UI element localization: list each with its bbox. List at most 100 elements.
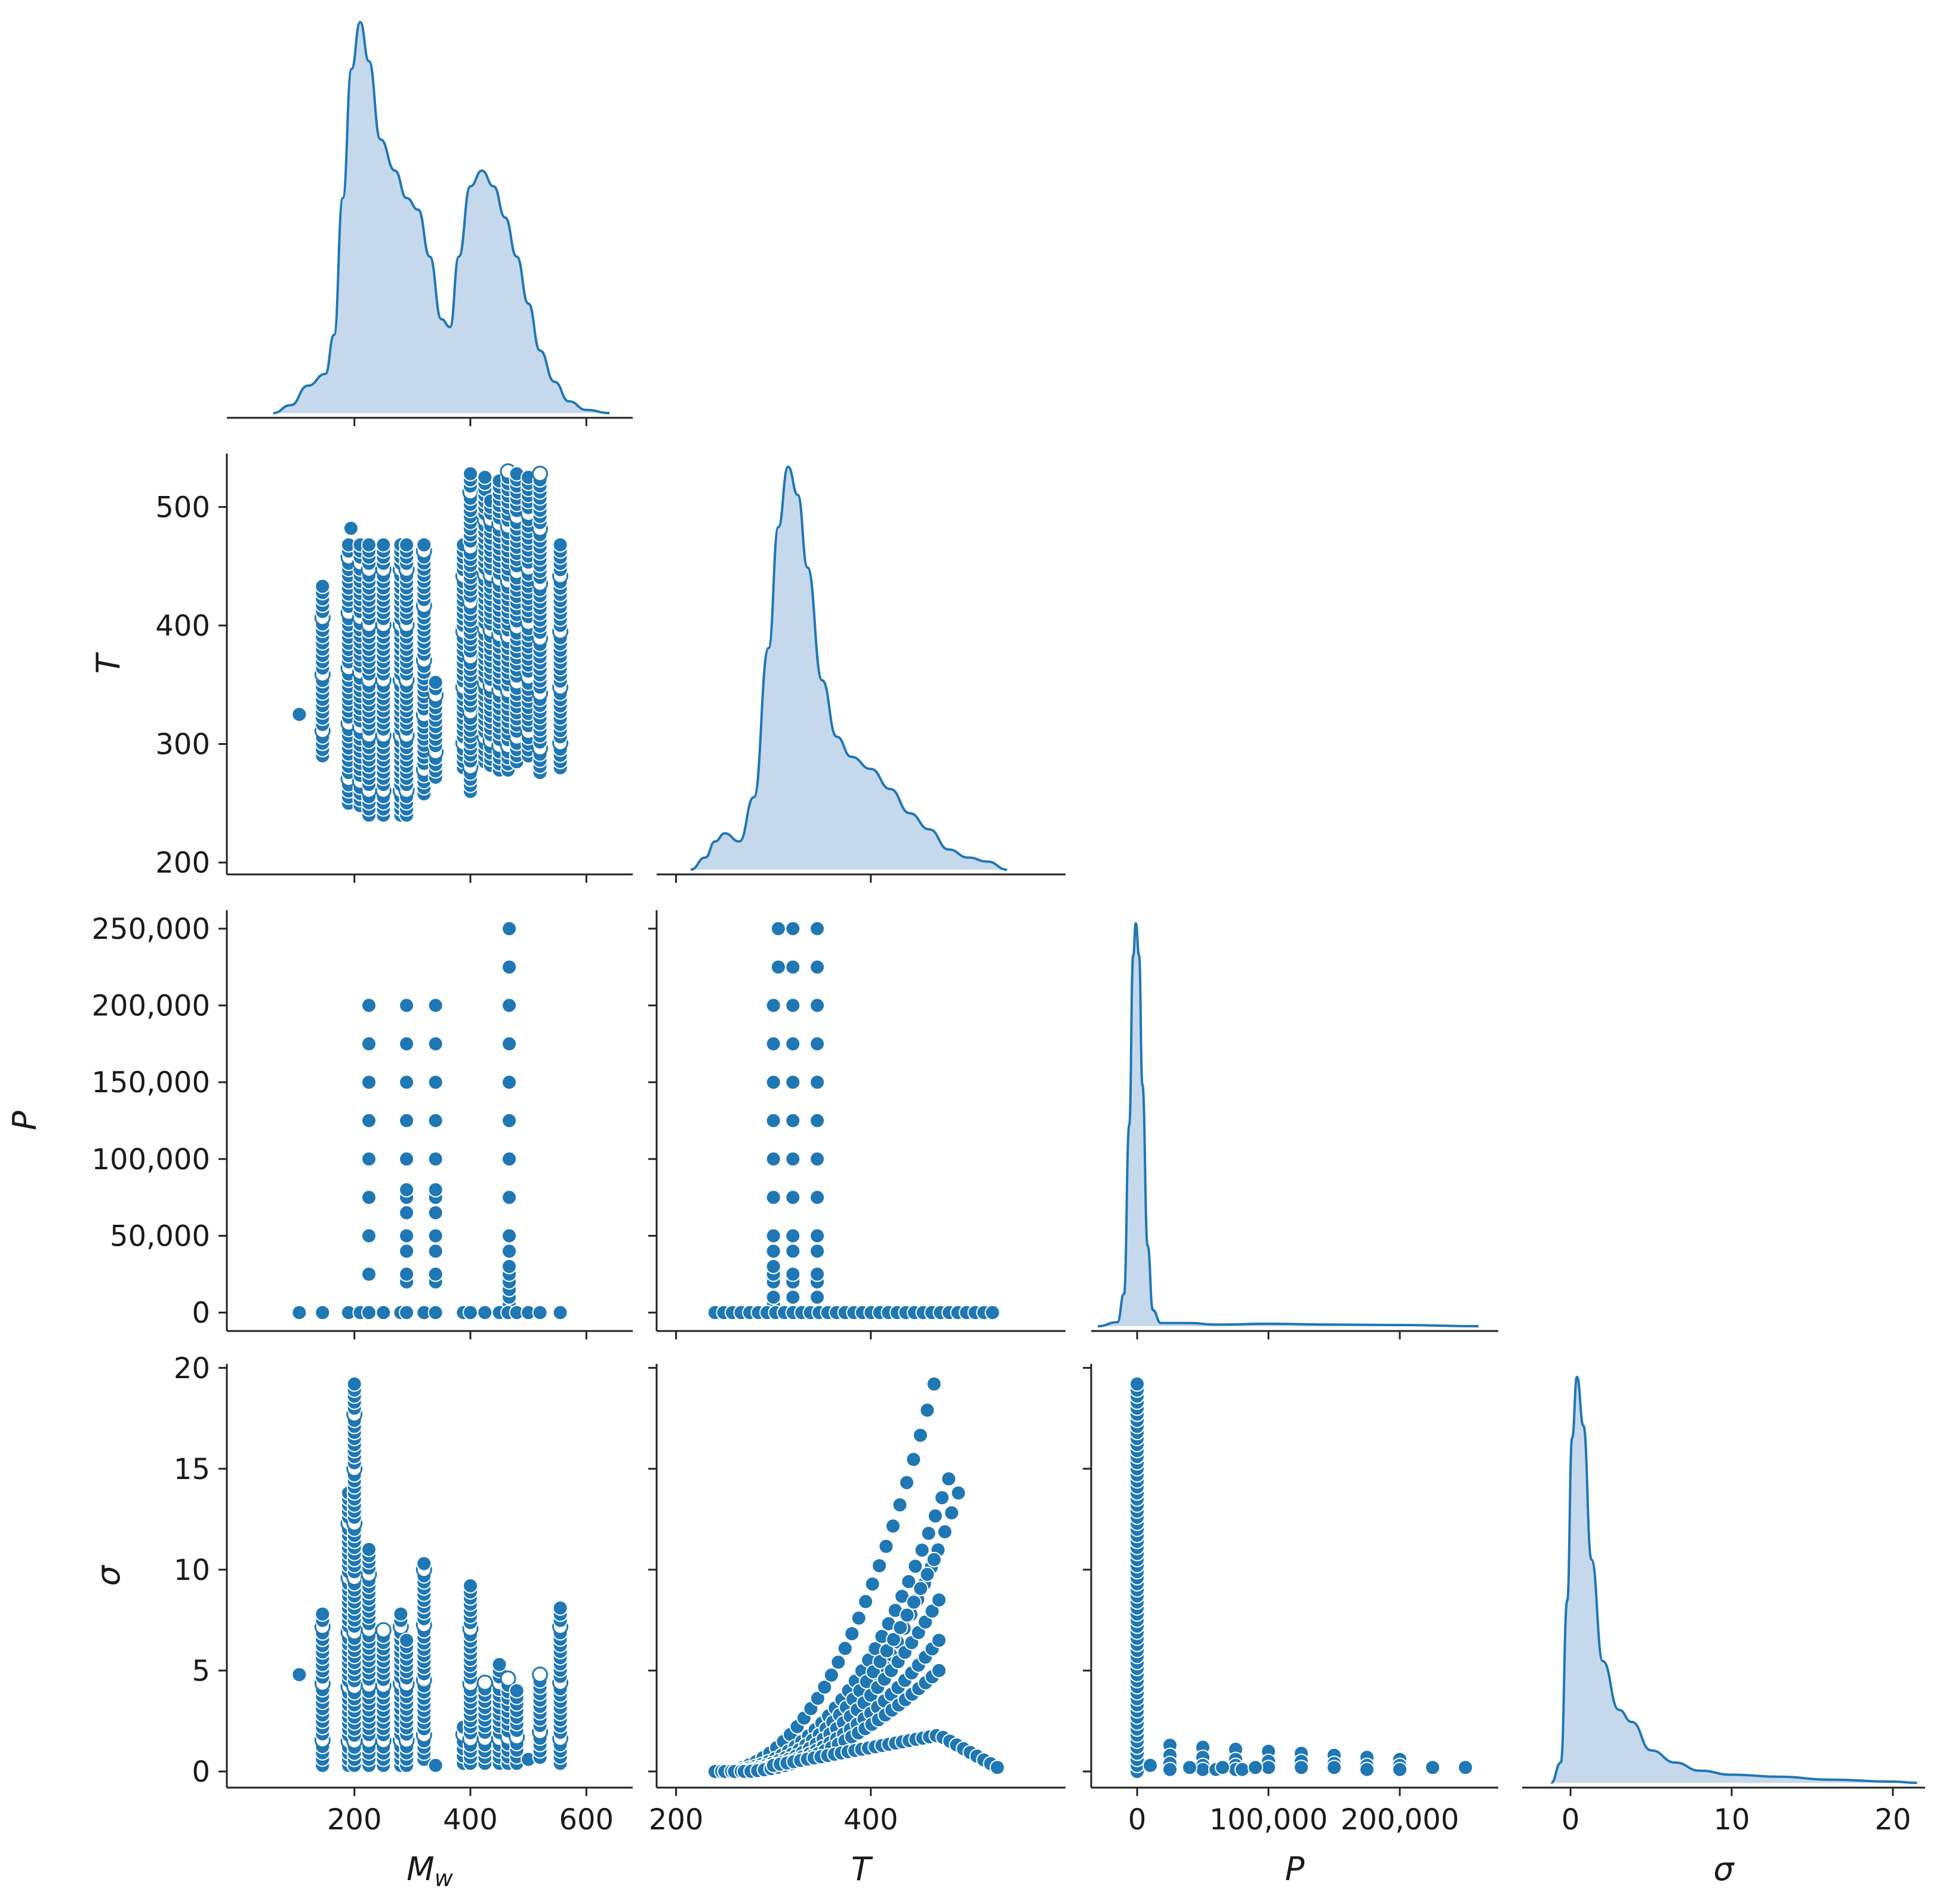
scatter-sigma-vs-mw-point — [399, 1632, 415, 1649]
scatter-sigma-vs-mw-ytick-label: 15 — [174, 1453, 210, 1486]
scatter-sigma-vs-mw-point — [491, 1656, 507, 1672]
scatter-p-vs-mw-ytick-label: 250,000 — [92, 913, 211, 946]
kde-p-line — [1097, 922, 1479, 1327]
scatter-sigma-vs-p-xlabel: P — [1285, 1850, 1305, 1888]
scatter-p-vs-mw-point — [399, 1036, 415, 1052]
scatter-sigma-vs-t-point — [937, 1524, 953, 1540]
scatter-p-vs-t-point — [809, 997, 826, 1013]
kde-sigma-xtick-label: 20 — [1874, 1803, 1911, 1837]
scatter-p-vs-t-point — [765, 1113, 781, 1129]
scatter-p-vs-mw-point — [501, 920, 518, 936]
scatter-p-vs-mw-point — [399, 1266, 415, 1282]
scatter-t-vs-mw-point — [427, 674, 444, 691]
scatter-p-vs-mw-point — [361, 1036, 377, 1052]
scatter-p-vs-mw-ytick-label: 50,000 — [110, 1219, 210, 1253]
scatter-p-vs-t-point — [809, 1113, 826, 1129]
scatter-sigma-vs-mw-xtick-label: 600 — [559, 1803, 614, 1837]
scatter-sigma-vs-t-point — [926, 1552, 942, 1567]
scatter-sigma-vs-mw-point — [476, 1674, 493, 1691]
scatter-sigma-vs-p-point — [1234, 1761, 1250, 1777]
scatter-p-vs-t-point — [809, 959, 826, 975]
scatter-p-vs-t-point — [765, 1289, 781, 1305]
scatter-p-vs-t-point — [770, 920, 786, 936]
scatter-t-vs-mw-ylabel: T — [90, 652, 127, 674]
scatter-sigma-vs-t-point — [944, 1505, 960, 1521]
scatter-p-vs-t-point — [785, 1289, 801, 1305]
scatter-p-vs-mw-point — [427, 1243, 444, 1259]
scatter-p-vs-mw-ytick-label: 150,000 — [92, 1066, 211, 1099]
scatter-sigma-vs-t-point — [892, 1497, 908, 1513]
scatter-p-vs-mw-point — [427, 1305, 444, 1321]
scatter-p-vs-mw-point — [501, 1113, 518, 1129]
scatter-sigma-vs-mw-point — [361, 1542, 377, 1557]
scatter-p-vs-mw-point — [399, 997, 415, 1013]
scatter-p-vs-mw-point — [501, 1258, 518, 1274]
scatter-sigma-vs-p-point — [1458, 1760, 1473, 1776]
scatter-p-vs-t-point — [809, 1036, 826, 1052]
scatter-p-vs-mw-point — [427, 1228, 444, 1244]
scatter-p-vs-mw-point — [463, 1305, 478, 1321]
scatter-sigma-vs-t-point — [917, 1614, 934, 1630]
scatter-sigma-vs-mw-ytick-label: 20 — [174, 1352, 210, 1385]
scatter-sigma-vs-t-xlabel: T — [851, 1850, 873, 1888]
scatter-p-vs-t-point — [765, 1036, 781, 1052]
scatter-sigma-vs-t-point — [892, 1619, 909, 1635]
scatter-sigma-vs-t-point — [901, 1573, 917, 1589]
scatter-p-vs-t-point — [785, 1151, 801, 1167]
scatter-sigma-vs-mw-point — [500, 1670, 516, 1687]
scatter-sigma-vs-p-xtick-label: 100,000 — [1209, 1803, 1328, 1837]
kde-mw-line — [273, 20, 610, 414]
scatter-p-vs-mw-point — [427, 1266, 444, 1282]
scatter-sigma-vs-p-point — [1294, 1760, 1309, 1776]
scatter-sigma-vs-t-point — [906, 1594, 922, 1610]
scatter-t-vs-mw-point — [416, 537, 432, 553]
scatter-sigma-vs-mw-point — [291, 1666, 307, 1683]
kde-sigma-xtick-label: 10 — [1713, 1803, 1750, 1837]
scatter-sigma-vs-p-point — [1326, 1760, 1342, 1776]
scatter-sigma-vs-mw-xtick-label: 400 — [443, 1803, 498, 1837]
scatter-p-vs-mw-point — [477, 1305, 493, 1321]
scatter-p-vs-t-point — [785, 1228, 801, 1244]
scatter-sigma-vs-p-point — [1215, 1760, 1230, 1776]
scatter-p-vs-mw-point — [361, 1228, 377, 1244]
scatter-sigma-vs-t-point — [906, 1452, 922, 1468]
scatter-p-vs-t-point — [765, 1151, 781, 1167]
scatter-t-vs-mw-point — [552, 537, 568, 553]
scatter-sigma-vs-mw-xtick-label: 200 — [327, 1803, 382, 1837]
scatter-sigma-vs-t-point — [809, 1690, 826, 1706]
scatter-p-vs-mw-point — [427, 1151, 444, 1167]
scatter-p-vs-t-point — [765, 1228, 781, 1244]
scatter-p-vs-mw-point — [399, 1113, 415, 1129]
scatter-p-vs-mw-point — [361, 1074, 377, 1090]
scatter-sigma-vs-p-point — [1195, 1761, 1211, 1777]
scatter-sigma-vs-t-point — [927, 1508, 943, 1524]
scatter-sigma-vs-p-xtick-label: 0 — [1128, 1803, 1147, 1837]
scatter-t-vs-mw-ytick-label: 400 — [155, 609, 210, 643]
scatter-p-vs-t-point — [765, 1190, 781, 1206]
scatter-p-vs-t-point — [984, 1305, 1000, 1321]
scatter-t-vs-mw-point — [463, 466, 478, 482]
scatter-sigma-vs-t-point — [919, 1566, 935, 1582]
scatter-sigma-vs-mw-ylabel: σ — [90, 1564, 127, 1586]
scatter-p-vs-mw-point — [427, 1113, 444, 1129]
scatter-sigma-vs-mw-point — [532, 1666, 549, 1683]
scatter-p-vs-mw-point — [427, 1074, 444, 1090]
scatter-sigma-vs-t-point — [931, 1592, 947, 1608]
scatter-p-vs-t-point — [809, 1228, 826, 1244]
scatter-sigma-vs-t-point — [926, 1376, 942, 1392]
scatter-sigma-vs-t-point — [858, 1594, 874, 1610]
scatter-sigma-vs-mw-point — [375, 1622, 392, 1638]
scatter-sigma-vs-p-xtick-label: 200,000 — [1341, 1803, 1459, 1837]
scatter-sigma-vs-mw-point — [509, 1683, 525, 1699]
scatter-t-vs-mw-point — [291, 706, 307, 722]
scatter-sigma-vs-t-point — [823, 1667, 839, 1683]
scatter-p-vs-t-point — [785, 1190, 801, 1206]
scatter-p-vs-mw-point — [361, 1190, 377, 1206]
scatter-sigma-vs-p-point — [1129, 1376, 1145, 1392]
kde-sigma-line — [1550, 1375, 1917, 1784]
scatter-sigma-vs-mw-point — [552, 1600, 568, 1616]
scatter-t-vs-mw-point — [532, 466, 549, 482]
scatter-sigma-vs-mw-point — [346, 1376, 362, 1392]
scatter-t-vs-mw-point — [375, 537, 392, 553]
